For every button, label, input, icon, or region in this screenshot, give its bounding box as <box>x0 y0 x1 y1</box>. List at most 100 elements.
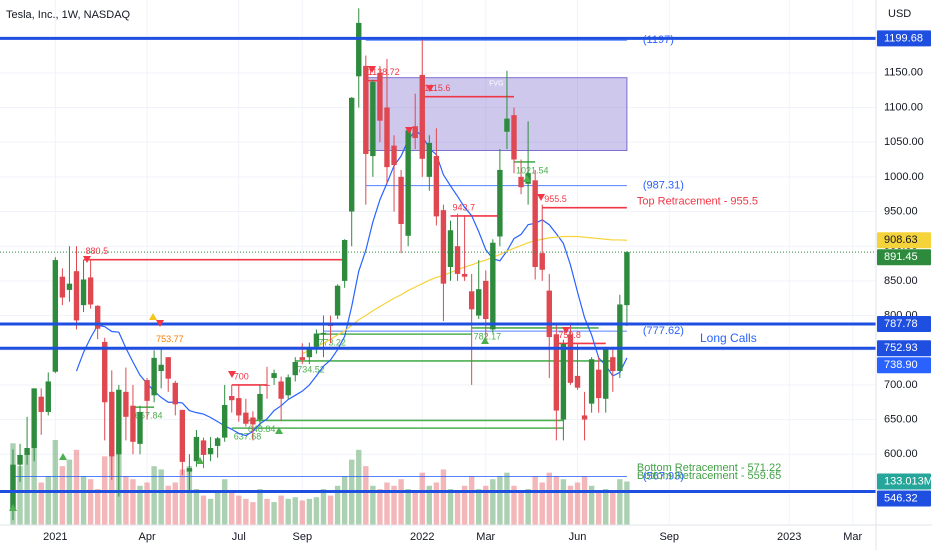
x-tick-label: Mar <box>843 531 862 543</box>
fvg-box <box>365 77 628 151</box>
y-tick-label: 1150.00 <box>884 67 923 79</box>
volume-bar <box>433 482 440 525</box>
candle-body <box>45 381 51 412</box>
candle-body <box>24 448 30 455</box>
y-tick-label: 700.00 <box>884 379 918 391</box>
candle-body <box>476 289 482 316</box>
annotation-text: Long Calls <box>700 331 757 345</box>
volume-bar <box>179 469 186 525</box>
candle-body <box>320 332 327 335</box>
candle-body <box>617 304 623 372</box>
buy-marker <box>149 313 157 320</box>
candle-body <box>483 280 489 320</box>
candle-body <box>567 334 574 383</box>
candle-body <box>504 118 510 132</box>
bracket-label: (1197) <box>643 34 674 46</box>
candle-body <box>109 391 115 457</box>
candle-body <box>574 375 581 388</box>
candle-body <box>250 417 256 425</box>
candle-body <box>186 468 193 472</box>
sell-marker <box>83 256 91 263</box>
volume-bar <box>292 497 298 525</box>
candle-body <box>370 81 376 157</box>
x-tick-label: Sep <box>293 531 313 543</box>
volume-bar <box>151 466 157 525</box>
axis-tag-label: 891.45 <box>884 251 918 263</box>
x-tick-label: Apr <box>138 531 155 543</box>
volume-bar <box>567 485 574 525</box>
candle-body <box>313 333 320 347</box>
volume-bar <box>610 492 616 525</box>
candle-body <box>588 359 595 404</box>
candle-body <box>257 393 263 420</box>
volume-bar <box>250 502 256 525</box>
sell-marker <box>156 320 164 327</box>
volume-bar <box>518 492 524 525</box>
volume-bar <box>370 485 376 525</box>
volume-bar <box>137 485 143 525</box>
volume-bar <box>285 498 291 525</box>
volume-bar <box>356 449 362 525</box>
candle-body <box>52 260 59 372</box>
volume-bar <box>553 475 560 525</box>
retracement-label: Bottom Retracement - 571.22 <box>637 462 781 474</box>
candle-body <box>87 277 94 305</box>
level-label: 880.5 <box>86 246 109 256</box>
volume-bar <box>476 489 482 525</box>
candle-body <box>433 156 440 217</box>
candle-body <box>490 242 496 330</box>
buy-marker <box>481 337 489 344</box>
candle-body <box>102 341 108 403</box>
volume-bar <box>59 466 66 525</box>
candle-body <box>603 348 609 399</box>
signal-markers <box>9 66 570 511</box>
candle-body <box>59 276 66 298</box>
volume-bar <box>468 475 475 525</box>
x-tick-label: 2022 <box>410 531 434 543</box>
candle-body <box>454 246 461 274</box>
level-label: 700 <box>234 371 249 381</box>
candle-body <box>398 176 404 225</box>
volume-bar <box>483 485 489 525</box>
buy-marker <box>59 453 67 460</box>
volume-bar <box>440 469 447 525</box>
axis-tag-label: 1199.68 <box>884 32 923 44</box>
volume-bar <box>306 498 313 525</box>
volume-bar <box>363 466 369 525</box>
volume-bar <box>257 489 263 525</box>
volume-bar <box>271 502 277 525</box>
candle-body <box>214 438 221 446</box>
volume-bar <box>419 472 425 525</box>
axis-tag-label: 787.78 <box>884 318 918 330</box>
x-tick-label: Jun <box>569 531 587 543</box>
volume-bar <box>200 495 207 525</box>
candle-body <box>461 273 468 277</box>
volume-bar <box>221 479 228 525</box>
candle-body <box>137 411 143 444</box>
volume-bar <box>87 479 94 525</box>
candle-body <box>560 343 567 420</box>
candle-body <box>546 290 552 338</box>
currency-label: USD <box>888 8 911 20</box>
candle-body <box>116 389 122 455</box>
candle-body <box>172 382 178 405</box>
candle-body <box>292 362 298 376</box>
volume-bar <box>207 498 214 525</box>
volume-bar <box>595 492 602 525</box>
bracket-label: (777.62) <box>643 325 684 337</box>
volume-bar <box>313 497 320 525</box>
axis-background <box>876 0 932 550</box>
candle-body <box>356 22 362 77</box>
y-tick-label: 850.00 <box>884 275 918 287</box>
volume-bar <box>38 482 44 525</box>
candle-body <box>497 169 503 237</box>
y-tick-label: 950.00 <box>884 205 918 217</box>
volume-bar <box>405 489 411 525</box>
axis-tag <box>877 473 931 490</box>
volume-bar <box>165 485 171 525</box>
bracket-label: (567.93) <box>643 470 684 482</box>
fvg-label: FVG <box>489 81 503 88</box>
candle-body <box>391 145 397 166</box>
volume-bar <box>511 485 517 525</box>
